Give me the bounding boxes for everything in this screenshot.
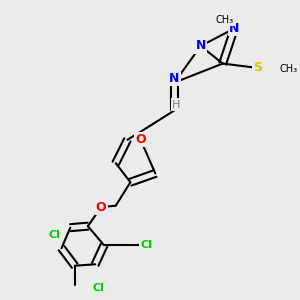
Text: N: N [229, 22, 240, 35]
Text: Cl: Cl [141, 240, 152, 250]
Text: Cl: Cl [48, 230, 60, 240]
Text: O: O [96, 201, 106, 214]
Text: N: N [196, 40, 206, 52]
Text: Cl: Cl [92, 283, 104, 293]
Text: CH₃: CH₃ [215, 15, 233, 25]
Text: CH₃: CH₃ [280, 64, 298, 74]
Text: O: O [135, 133, 146, 146]
Text: H: H [172, 100, 180, 110]
Text: N: N [169, 72, 179, 85]
Text: S: S [254, 61, 262, 74]
